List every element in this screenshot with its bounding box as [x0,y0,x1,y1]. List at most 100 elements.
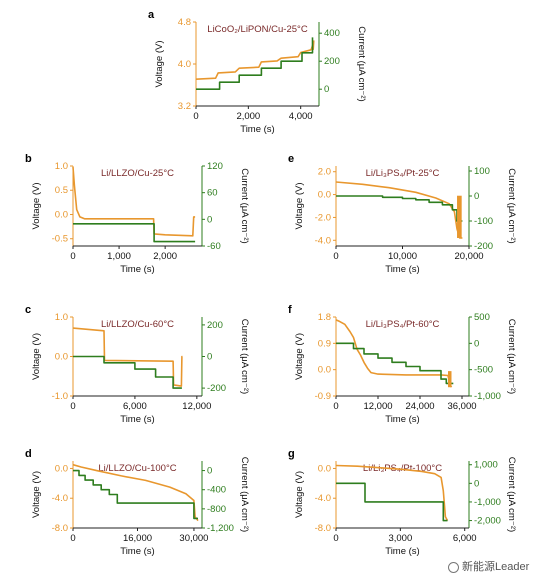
y2-tick-label: -400 [207,485,226,496]
y2-tick-label: -800 [207,504,226,515]
y2-tick-label: 120 [207,161,223,172]
x-tick-label: 24,000 [405,401,434,412]
watermark-text: 新能源Leader [462,561,530,573]
y2-axis-label: Current (μA cm⁻²) [506,319,517,394]
y-axis-label: Voltage (V) [154,41,165,88]
x-axis-label: Time (s) [240,124,274,135]
y2-tick-label: -1,000 [474,391,501,402]
y2-tick-label: 500 [474,312,490,323]
x-axis-label: Time (s) [120,414,154,425]
y-tick-label: -0.5 [52,234,68,245]
chart-panel-b: b 0 1,000 2,000 -0.5 0.0 0.5 1.0 -60 0 60 120 Time (… [25,153,250,275]
y-tick-label: 0.0 [55,352,68,363]
y2-tick-label: 0 [207,214,212,225]
x-axis-label: Time (s) [120,264,154,275]
x-axis-label: Time (s) [385,264,419,275]
x-tick-label: 12,000 [182,401,211,412]
y-tick-label: -8.0 [52,523,68,534]
y-axis-label: Voltage (V) [31,183,42,230]
x-tick-label: 6,000 [453,533,477,544]
y-tick-label: 1.8 [318,312,331,323]
chart-panel-d: d 0 16,000 30,000 -8.0 -4.0 0.0 -1,200 -800 -400 0… [25,448,250,557]
y2-axis-label: Current (μA cm⁻²) [506,168,517,243]
voltage-spike [448,371,452,388]
x-tick-label: 30,000 [179,533,208,544]
y-axis-label: Voltage (V) [294,471,305,518]
x-tick-label: 2,000 [236,111,260,122]
chart-panel-c: c 0 6,000 12,000 -1.0 0.0 1.0 -200 0 200 Time (s) V… [25,304,250,425]
x-tick-label: 16,000 [123,533,152,544]
y-tick-label: 2.0 [318,167,331,178]
y-tick-label: -4.0 [52,493,68,504]
chart-title: LiCoO₂/LiPON/Cu-25°C [207,24,308,35]
y-tick-label: 0.0 [318,365,331,376]
y2-tick-label: -60 [207,241,221,252]
y-tick-label: -8.0 [315,523,331,534]
y2-tick-label: -100 [474,216,493,227]
x-tick-label: 4,000 [289,111,313,122]
x-tick-label: 0 [70,251,75,262]
y-tick-label: 4.0 [178,59,191,70]
panel-letter: e [288,153,294,165]
y2-tick-label: 0 [207,466,212,477]
chart-panel-a: a 0 2,000 4,000 3.2 4.0 4.8 0 200 400 Time (s) Volt… [148,9,367,135]
x-axis-label: Time (s) [385,414,419,425]
voltage-series-line [72,166,196,237]
y2-tick-label: 100 [474,166,490,177]
y2-tick-label: 0 [207,352,212,363]
panel-letter: b [25,153,32,165]
chart-title: Li/LLZO/Cu-100°C [98,463,176,474]
voltage-series-line [72,327,183,387]
y2-tick-label: 0 [474,191,479,202]
y-tick-label: -4.0 [315,493,331,504]
voltage-spike [457,195,462,238]
chart-title: Li/Li₃PS₄/Pt-60°C [366,319,440,330]
panel-letter: g [288,448,295,460]
y2-tick-label: 0 [474,338,479,349]
y2-tick-label: 200 [207,320,223,331]
y-tick-label: 0.0 [318,190,331,201]
x-tick-label: 0 [70,401,75,412]
current-series-line [336,342,454,385]
y-tick-label: -1.0 [52,391,68,402]
wechat-icon [448,561,459,573]
current-series-line [336,482,448,522]
x-tick-label: 1,000 [107,251,131,262]
y-tick-label: 0.0 [55,209,68,220]
y-tick-label: 0.9 [318,338,331,349]
current-series-line [73,469,198,520]
panel-letter: d [25,448,32,460]
x-tick-label: 6,000 [123,401,147,412]
x-tick-label: 36,000 [447,401,476,412]
y2-tick-label: 0 [324,84,329,95]
x-tick-label: 0 [333,401,338,412]
y-tick-label: 1.0 [55,161,68,172]
y-axis-label: Voltage (V) [31,333,42,380]
chart-panel-e: e 0 10,000 20,000 -4.0 -2.0 0.0 2.0 -200 -100 0 100… [288,153,517,275]
y2-tick-label: -200 [474,241,493,252]
y-axis-label: Voltage (V) [31,471,42,518]
y-tick-label: 0.5 [55,185,68,196]
y2-tick-label: 0 [474,478,479,489]
y-tick-label: -0.9 [315,391,331,402]
y2-tick-label: -200 [207,383,226,394]
chart-title: Li/Li₃PS₄/Pt-25°C [366,168,440,179]
y-tick-label: 0.0 [318,463,331,474]
y-axis-label: Voltage (V) [294,183,305,230]
y2-axis-label: Current (μA cm⁻²) [356,26,367,101]
voltage-series-line [195,40,315,80]
x-tick-label: 0 [193,111,198,122]
watermark: 新能源Leader [448,558,529,574]
y2-axis-label: Current (μA cm⁻²) [239,319,250,394]
y2-tick-label: -2,000 [474,516,501,527]
y2-axis-label: Current (μA cm⁻²) [506,457,517,532]
voltage-series-line [335,319,453,388]
current-series-line [73,223,196,243]
current-series-line [73,355,182,389]
voltage-series-line [335,181,463,239]
y2-tick-label: 60 [207,188,218,199]
chart-title: Li/Li₃PS₄/Pt-100°C [363,463,442,474]
x-tick-label: 10,000 [388,251,417,262]
